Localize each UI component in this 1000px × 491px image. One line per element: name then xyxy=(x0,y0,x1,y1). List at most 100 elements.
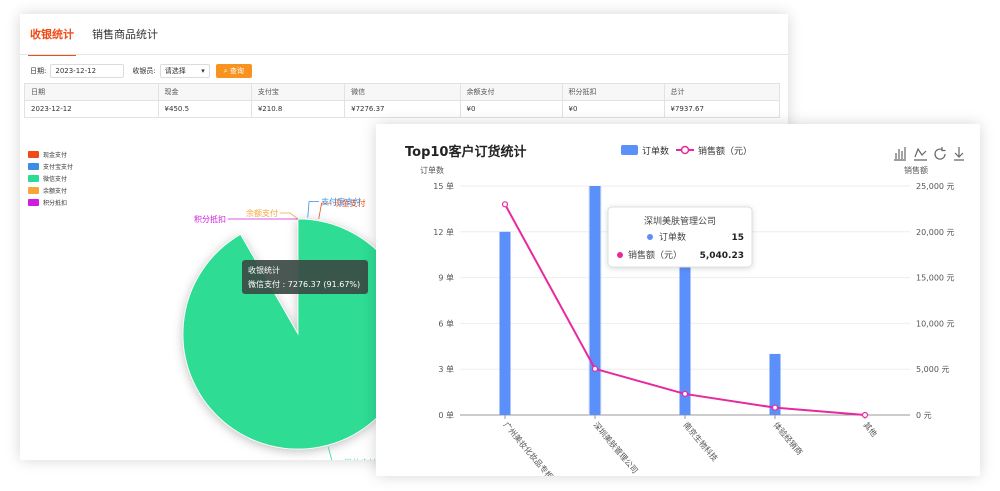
query-button-label: 查询 xyxy=(229,67,244,75)
legend-label: 订单数 xyxy=(642,145,669,157)
filter-bar: 日期: 2023-12-12 收银员: 请选择 ▾ ⌕ 查询 xyxy=(30,64,252,78)
pie-tooltip: 收银统计 微信支付 : 7276.37 (91.67%) xyxy=(242,260,368,294)
x-tick-label: 广州美妆化妆品专柜 xyxy=(501,420,555,476)
pie-label-line xyxy=(307,201,320,218)
query-button[interactable]: ⌕ 查询 xyxy=(215,64,252,78)
pie-tooltip-text: 微信支付 : 7276.37 (91.67%) xyxy=(248,279,360,289)
y-left-tick-label: 3 单 xyxy=(438,364,454,374)
y-right-tick-label: 15,000 元 xyxy=(916,274,955,283)
legend-item-wechat[interactable]: 微信支付 xyxy=(28,172,73,184)
bar-chart-icon[interactable] xyxy=(894,147,906,161)
y-left-tick-label: 15 单 xyxy=(433,181,454,191)
table-header-row: 日期 现金 支付宝 微信 余额支付 积分抵扣 总计 xyxy=(24,83,781,101)
pie-label-line xyxy=(318,202,332,219)
download-icon[interactable] xyxy=(954,147,964,161)
y-left-tick-label: 9 单 xyxy=(438,273,454,283)
bar[interactable] xyxy=(769,353,781,415)
y-right-tick-label: 25,000 元 xyxy=(916,182,955,191)
cashier-select[interactable]: 请选择 ▾ xyxy=(159,64,210,78)
col-balance: 余额支付 xyxy=(459,83,563,101)
legend-item-sales[interactable]: 销售额（元） xyxy=(676,145,752,157)
x-tick-label: 体验经销商 xyxy=(771,420,804,457)
legend-swatch xyxy=(28,198,39,206)
chevron-down-icon: ▾ xyxy=(201,67,205,75)
line-point[interactable] xyxy=(591,365,599,372)
bar-tooltip: 深圳美肤管理公司 订单数 15 销售额（元） 5,040.23 xyxy=(607,206,753,268)
cell-balance: ¥0 xyxy=(459,100,563,118)
legend-item-alipay[interactable]: 支付宝支付 xyxy=(28,160,73,172)
pie-slice-label: 微信支付 xyxy=(344,457,376,460)
bar[interactable] xyxy=(589,186,601,415)
legend-label: 积分抵扣 xyxy=(43,199,68,207)
tab-cashier-stats[interactable]: 收银统计 xyxy=(28,26,76,56)
refresh-icon[interactable] xyxy=(934,147,946,160)
bar[interactable] xyxy=(679,262,691,415)
line-point[interactable] xyxy=(861,411,869,419)
col-wechat: 微信 xyxy=(344,83,461,101)
tooltip-marker-orders xyxy=(647,234,653,240)
legend-label: 现金支付 xyxy=(43,151,68,159)
tooltip-marker-sales xyxy=(617,252,623,258)
cell-wechat: ¥7276.37 xyxy=(344,100,461,118)
legend-swatch-marker xyxy=(680,145,690,155)
line-point[interactable] xyxy=(771,404,779,411)
tooltip-value-orders: 15 xyxy=(731,233,744,243)
legend-item-cash[interactable]: 现金支付 xyxy=(28,148,73,160)
tooltip-label-sales: 销售额（元） xyxy=(628,249,682,261)
y-right-tick-label: 5,000 元 xyxy=(916,365,949,374)
legend-swatch xyxy=(28,186,39,194)
y-left-tick-label: 6 单 xyxy=(438,318,454,328)
pie-slice-label: 积分抵扣 xyxy=(194,214,226,224)
bar-tooltip-title: 深圳美肤管理公司 xyxy=(644,215,716,227)
pie-label-line xyxy=(280,212,299,220)
pie-tooltip-title: 收银统计 xyxy=(248,265,280,275)
cell-total: ¥7937.67 xyxy=(663,100,781,118)
legend-label: 支付宝支付 xyxy=(43,163,74,171)
y-right-tick-label: 20,000 元 xyxy=(916,228,955,237)
cashier-select-value: 请选择 xyxy=(164,67,186,75)
y-right-tick-label: 10,000 元 xyxy=(916,319,955,328)
tab-bar: 收银统计 销售商品统计 xyxy=(28,26,160,56)
x-tick-label: 其他 xyxy=(861,420,879,439)
chart-toolbox xyxy=(894,147,964,161)
tooltip-value-sales: 5,040.23 xyxy=(700,251,744,261)
legend-item-points[interactable]: 积分抵扣 xyxy=(28,196,73,208)
legend-label: 微信支付 xyxy=(43,175,68,183)
table-row: 2023-12-12 ¥450.5 ¥210.8 ¥7276.37 ¥0 ¥0 … xyxy=(24,100,781,118)
date-input[interactable]: 2023-12-12 xyxy=(50,64,125,78)
legend-swatch-bar xyxy=(621,145,638,155)
tooltip-label-orders: 订单数 xyxy=(659,231,686,243)
top10-orders-card: Top10客户订货统计 订单数 销售额（元） xyxy=(376,124,980,476)
search-icon: ⌕ xyxy=(223,67,228,75)
line-point[interactable] xyxy=(681,390,689,398)
combo-chart: Top10客户订货统计 订单数 销售额（元） xyxy=(405,144,964,476)
cell-points: ¥0 xyxy=(561,100,665,118)
x-tick-label: 深圳美肤管理公司 xyxy=(591,420,640,475)
x-tick-label: 南京生物科技 xyxy=(681,420,720,463)
y-left-axis-label: 订单数 xyxy=(420,165,444,175)
chart-title: Top10客户订货统计 xyxy=(405,144,526,160)
bar[interactable] xyxy=(499,231,511,415)
legend-label: 余额支付 xyxy=(43,187,68,195)
line-point[interactable] xyxy=(501,201,509,208)
y-right-axis-label: 销售额 xyxy=(904,165,928,175)
legend-label: 销售额（元） xyxy=(698,145,752,157)
y-right-tick-label: 0 元 xyxy=(916,411,932,420)
legend-swatch xyxy=(28,162,39,170)
legend-item-balance[interactable]: 余额支付 xyxy=(28,184,73,196)
y-left-tick-label: 0 单 xyxy=(438,410,454,420)
legend-item-orders[interactable]: 订单数 xyxy=(621,145,669,157)
tab-product-sales-stats[interactable]: 销售商品统计 xyxy=(92,28,158,41)
chart-legend: 订单数 销售额（元） xyxy=(621,145,752,157)
tab-divider xyxy=(20,54,788,55)
col-total: 总计 xyxy=(663,83,781,101)
cell-alipay: ¥210.8 xyxy=(250,100,346,118)
pie-legend: 现金支付 支付宝支付 微信支付 余额支付 积分抵扣 xyxy=(28,148,73,208)
cashier-label: 收银员: xyxy=(132,67,156,75)
pie-slice-label: 现金支付 xyxy=(334,198,366,208)
date-label: 日期: xyxy=(30,67,47,75)
legend-swatch xyxy=(28,150,39,158)
y-left-tick-label: 12 单 xyxy=(433,227,454,237)
line-chart-icon[interactable] xyxy=(914,147,927,161)
